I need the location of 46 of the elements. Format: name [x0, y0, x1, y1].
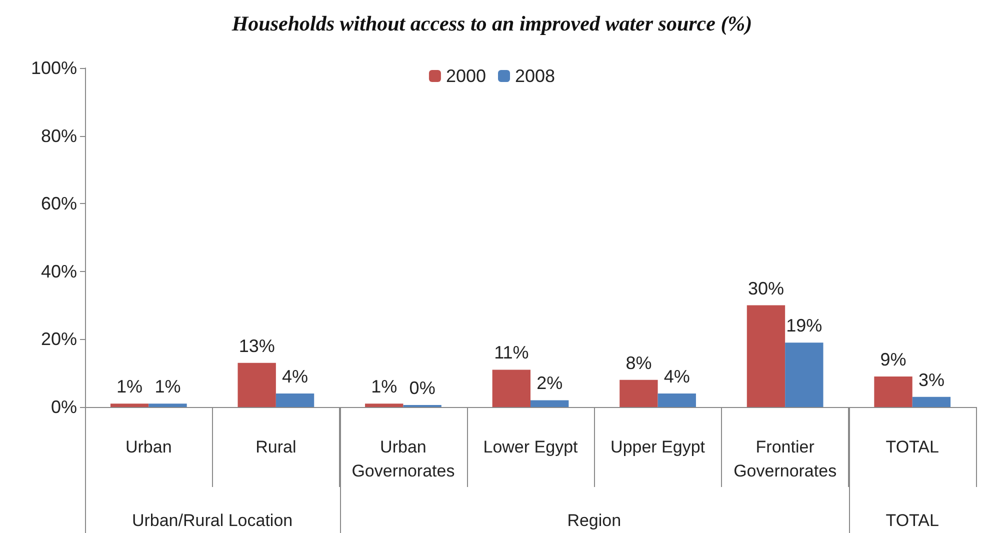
data-label: 1% — [116, 376, 143, 397]
text: Region — [567, 511, 622, 530]
data-label: 1% — [371, 376, 398, 397]
data-label: 4% — [282, 366, 308, 386]
data-label: 13% — [238, 336, 275, 356]
data-label: 11% — [494, 342, 529, 363]
bar — [148, 404, 187, 407]
data-label: 19% — [786, 316, 822, 336]
data-label: 4% — [664, 366, 690, 386]
legend-label: 2008 — [515, 66, 556, 86]
bar — [365, 404, 404, 407]
data-label: 0% — [409, 378, 436, 398]
data-label: 30% — [748, 278, 784, 298]
bar — [620, 380, 658, 407]
y-tick-label: 0% — [50, 397, 77, 417]
bar — [238, 362, 276, 407]
data-label: 1% — [154, 376, 181, 397]
bar — [658, 393, 696, 407]
y-tick-label: 80% — [40, 126, 77, 146]
data-label: 9% — [880, 349, 906, 370]
x-tick-label: Frontier Governorates — [734, 438, 837, 480]
x-tick-label: Urban Governorates — [352, 438, 455, 480]
bar — [492, 370, 530, 407]
data-label: 2% — [536, 373, 563, 394]
bar — [874, 376, 912, 407]
x-tick-label: TOTAL — [886, 438, 939, 456]
y-tick-label: 20% — [40, 329, 77, 350]
x-tick-label: Upper Egypt — [610, 438, 706, 456]
bar — [746, 305, 786, 407]
chart-title: Households without access to an improved water source (%) — [230, 12, 752, 36]
legend-label: 2000 — [446, 66, 486, 86]
data-label: 3% — [918, 370, 944, 390]
bar — [276, 393, 314, 407]
text: Urban/Rural Location — [132, 511, 293, 530]
bar — [110, 404, 149, 407]
x-tick-label: Rural — [256, 438, 296, 456]
y-tick-label: 100% — [30, 58, 77, 78]
text: TOTAL — [886, 511, 939, 530]
bar — [912, 396, 951, 407]
y-tick-label: 60% — [40, 194, 77, 214]
y-tick-label: 40% — [40, 261, 77, 282]
x-tick-label: Lower Egypt — [483, 438, 578, 456]
bar — [785, 342, 824, 407]
data-label: 8% — [626, 352, 652, 373]
bar — [530, 400, 569, 407]
x-tick-label: Urban — [125, 438, 172, 456]
